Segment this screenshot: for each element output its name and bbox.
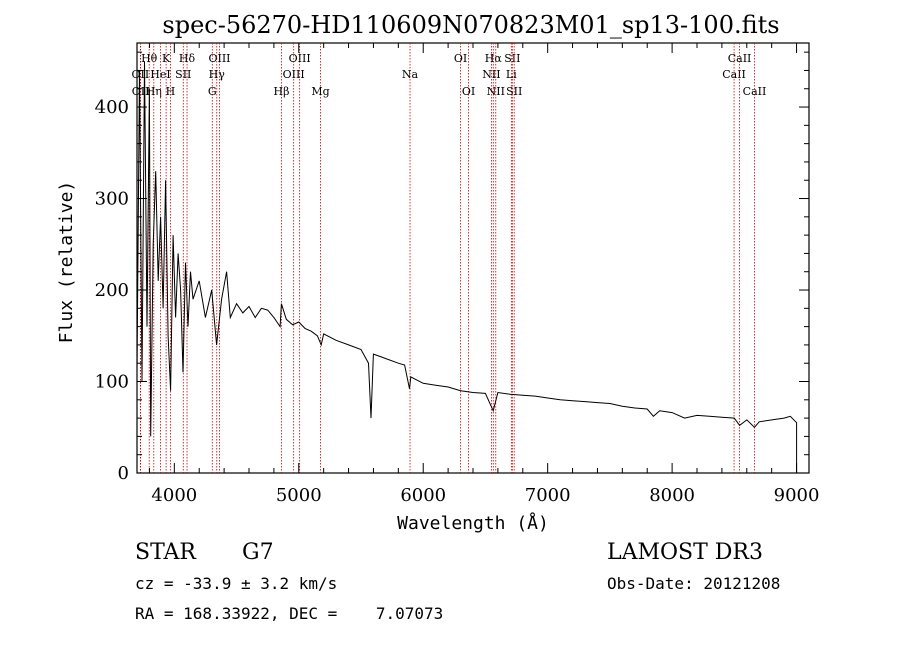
x-tick-label-0: 4000 [151,485,197,506]
marker-label-27: CaII [743,85,767,98]
obs-date-text: Obs-Date: 20121208 [607,574,780,593]
series-line-flux [136,61,798,473]
x-tick-label-3: 7000 [525,485,571,506]
marker-label-9: G [208,85,217,98]
marker-label-10: Hγ [209,68,226,81]
x-axis-label: Wavelength (Å) [397,512,549,534]
x-tick-label-1: 5000 [276,485,322,506]
y-tick-label-4: 400 [95,97,129,118]
x-axis-ticks: 4000 5000 6000 7000 8000 9000 [148,43,820,506]
marker-label-18: OI [462,85,475,98]
marker-label-23: SII [504,52,520,65]
x-tick-label-5: 9000 [774,485,820,506]
marker-label-6: H [166,85,176,98]
coordinates-text: RA = 168.33922, DEC = 7.07073 [135,604,443,623]
marker-label-11: OIII [208,52,230,65]
object-class: STAR [135,540,197,565]
marker-label-17: OI [454,52,467,65]
y-tick-label-1: 100 [95,372,129,393]
marker-label-5: K [162,52,171,65]
marker-label-20: Hα [485,52,503,65]
spectral-line-markers: OIIOIIHθHηHeIKHSIIHδGHγOIIIHβOIIIOIIIMgN… [132,43,767,473]
marker-label-3: Hη [146,85,162,98]
marker-label-19: NII [482,68,500,81]
y-tick-label-0: 0 [118,463,129,484]
y-axis-label: Flux (relative) [56,181,77,344]
x-tick-label-4: 8000 [649,485,695,506]
marker-label-12: Hβ [274,85,290,98]
marker-label-13: OIII [283,68,305,81]
marker-label-16: Na [402,68,419,81]
marker-label-14: OIII [289,52,311,65]
marker-label-7: SII [175,68,191,81]
spectrum-series [136,61,798,473]
marker-label-26: CaII [728,52,752,65]
plot-frame [136,42,810,474]
marker-label-4: HeI [150,68,170,81]
marker-label-25: CaII [722,68,746,81]
survey-name: LAMOST DR3 [607,540,763,565]
x-tick-label-2: 6000 [400,485,446,506]
y-axis-ticks: 0 100 200 300 400 [95,51,809,484]
y-tick-label-3: 300 [95,189,129,210]
marker-label-8: Hδ [179,52,196,65]
object-subclass: G7 [242,540,274,565]
y-tick-label-2: 200 [95,280,129,301]
marker-label-24: SII [506,85,522,98]
marker-label-21: NII [487,85,505,98]
marker-label-22: Li [506,68,517,81]
redshift-text: cz = -33.9 ± 3.2 km/s [135,574,337,593]
marker-label-2: Hθ [141,52,158,65]
chart-title: spec-56270-HD110609N070823M01_sp13-100.f… [162,11,779,39]
marker-label-15: Mg [311,85,329,98]
